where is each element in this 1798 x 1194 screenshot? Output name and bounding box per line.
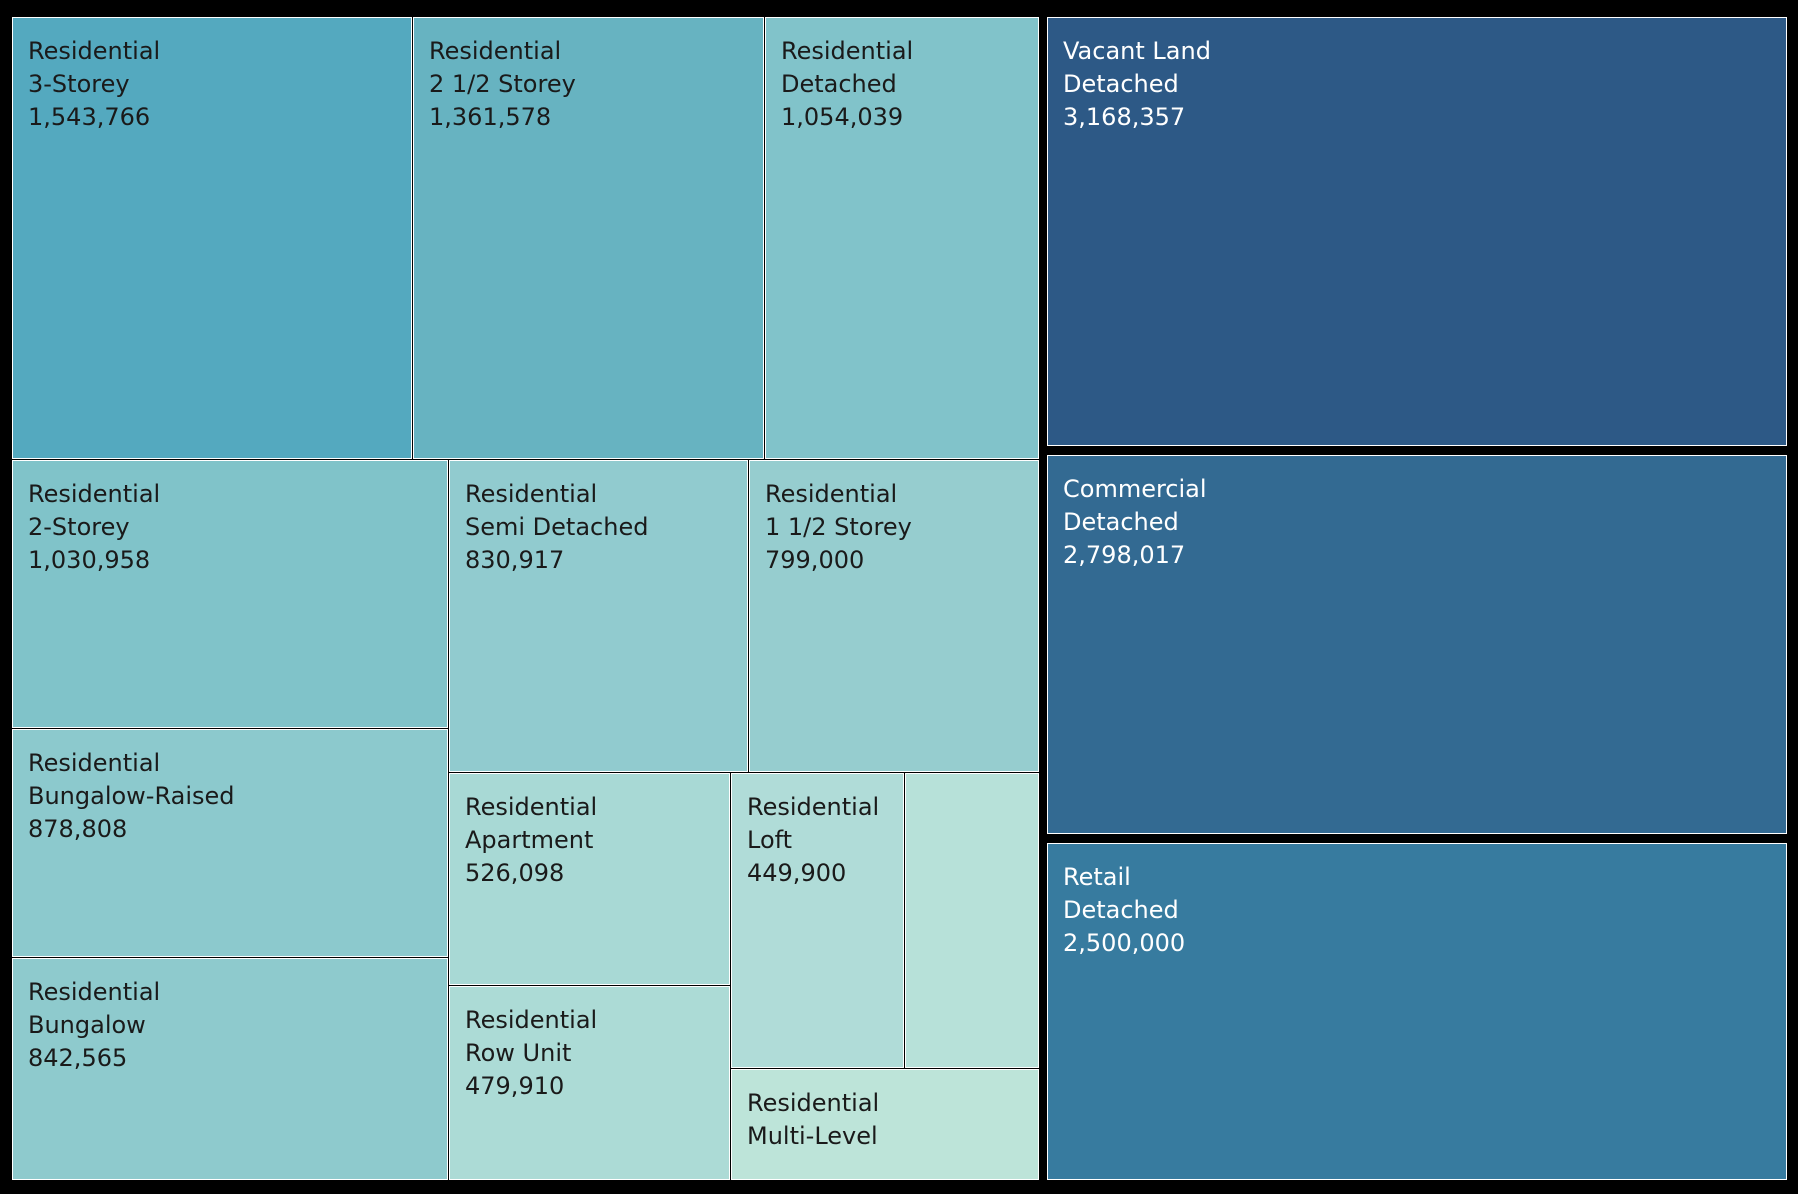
treemap-tile-residential-row-unit[interactable]: Residential Row Unit 479,910	[449, 986, 730, 1180]
treemap-tile-residential-1-1-2-storey[interactable]: Residential 1 1/2 Storey 799,000	[749, 460, 1039, 772]
tile-category-label: Residential	[28, 749, 161, 777]
treemap-tile-residential-loft[interactable]: Residential Loft 449,900	[731, 773, 904, 1068]
tile-value-label: 3,168,357	[1063, 103, 1186, 131]
tile-value-label: 526,098	[465, 859, 565, 887]
tile-subtype-label: 3-Storey	[28, 70, 130, 98]
tile-subtype-label: Bungalow	[28, 1011, 146, 1039]
tile-subtype-label: 2-Storey	[28, 513, 130, 541]
treemap-tile-residential-multi-level[interactable]: Residential Multi-Level	[731, 1069, 1039, 1180]
tile-subtype-label: Detached	[1063, 70, 1179, 98]
tile-category-label: Residential	[429, 37, 562, 65]
tile-subtype-label: 2 1/2 Storey	[429, 70, 576, 98]
treemap-tile-residential-2-storey[interactable]: Residential 2-Storey 1,030,958	[12, 460, 448, 728]
tile-value-label: 830,917	[465, 546, 565, 574]
tile-category-label: Residential	[747, 793, 880, 821]
tile-subtype-label: Bungalow-Raised	[28, 782, 235, 810]
tile-subtype-label: Loft	[747, 826, 793, 854]
tile-category-label: Residential	[28, 978, 161, 1006]
tile-category-label: Residential	[781, 37, 914, 65]
tile-category-label: Retail	[1063, 863, 1131, 891]
tile-value-label: 878,808	[28, 815, 128, 843]
tile-subtype-label: Detached	[1063, 896, 1179, 924]
tile-value-label: 1,543,766	[28, 103, 151, 131]
tile-value-label: 1,030,958	[28, 546, 151, 574]
tile-subtype-label: Detached	[781, 70, 897, 98]
tile-subtype-label: Semi Detached	[465, 513, 649, 541]
tile-value-label: 449,900	[747, 859, 847, 887]
treemap-tile-residential-3-storey[interactable]: Residential 3-Storey 1,543,766	[12, 17, 412, 459]
treemap-tile-residential-apartment[interactable]: Residential Apartment 526,098	[449, 773, 730, 985]
treemap-tile-retail-detached[interactable]: Retail Detached 2,500,000	[1047, 843, 1787, 1180]
tile-subtype-label: Row Unit	[465, 1039, 572, 1067]
tile-subtype-label: Multi-Level	[747, 1122, 878, 1150]
tile-subtype-label: 1 1/2 Storey	[765, 513, 912, 541]
treemap-tile-residential-other[interactable]	[905, 773, 1039, 1068]
tile-category-label: Residential	[747, 1089, 880, 1117]
tile-value-label: 1,054,039	[781, 103, 904, 131]
tile-value-label: 1,361,578	[429, 103, 552, 131]
tile-value-label: 799,000	[765, 546, 865, 574]
tile-value-label: 842,565	[28, 1044, 128, 1072]
tile-category-label: Vacant Land	[1063, 37, 1211, 65]
tile-category-label: Residential	[28, 37, 161, 65]
tile-subtype-label: Detached	[1063, 508, 1179, 536]
treemap-tile-residential-detached[interactable]: Residential Detached 1,054,039	[765, 17, 1039, 459]
tile-value-label: 479,910	[465, 1072, 565, 1100]
tile-category-label: Residential	[28, 480, 161, 508]
treemap-tile-vacant-land-detached[interactable]: Vacant Land Detached 3,168,357	[1047, 17, 1787, 446]
treemap-tile-commercial-detached[interactable]: Commercial Detached 2,798,017	[1047, 455, 1787, 834]
tile-category-label: Residential	[765, 480, 898, 508]
tile-category-label: Commercial	[1063, 475, 1207, 503]
tile-category-label: Residential	[465, 1006, 598, 1034]
tile-value-label: 2,500,000	[1063, 929, 1186, 957]
treemap-tile-residential-bungalow-raised[interactable]: Residential Bungalow-Raised 878,808	[12, 729, 448, 957]
tile-value-label: 2,798,017	[1063, 541, 1186, 569]
tile-category-label: Residential	[465, 793, 598, 821]
treemap-tile-residential-semi-detached[interactable]: Residential Semi Detached 830,917	[449, 460, 748, 772]
tile-category-label: Residential	[465, 480, 598, 508]
treemap-tile-residential-bungalow[interactable]: Residential Bungalow 842,565	[12, 958, 448, 1180]
treemap-tile-residential-2-1-2-storey[interactable]: Residential 2 1/2 Storey 1,361,578	[413, 17, 764, 459]
tile-subtype-label: Apartment	[465, 826, 594, 854]
